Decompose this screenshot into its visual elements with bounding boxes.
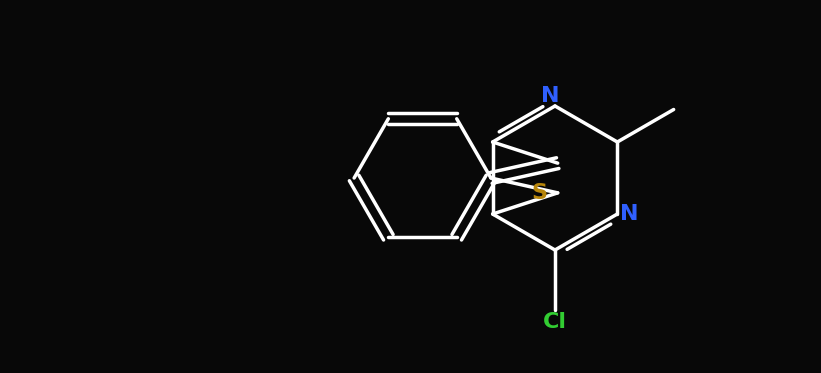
Text: S: S: [532, 183, 548, 203]
Text: N: N: [620, 204, 639, 224]
Text: Cl: Cl: [543, 312, 567, 332]
Text: N: N: [541, 86, 559, 106]
